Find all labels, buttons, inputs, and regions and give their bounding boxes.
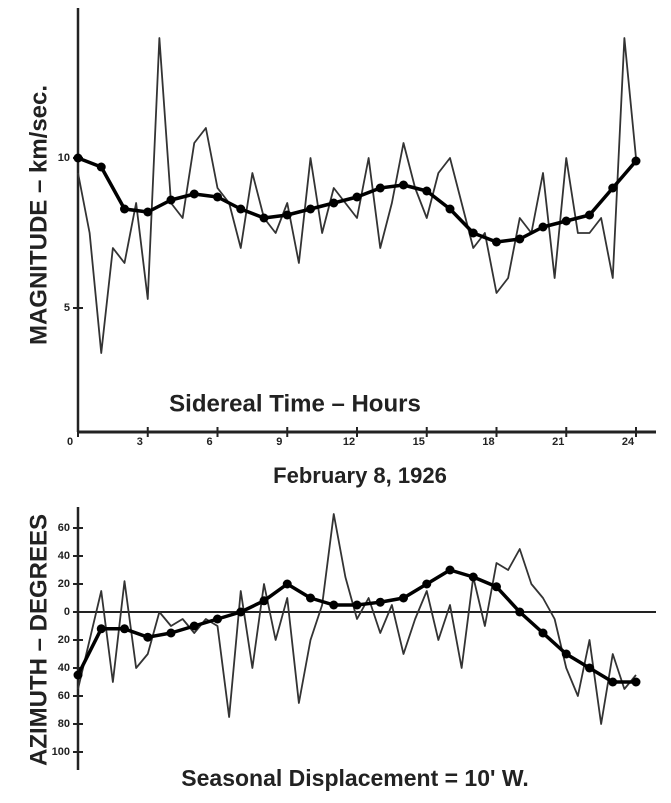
y-tick-label: 40: [58, 550, 70, 562]
y-tick-label: 80: [58, 718, 70, 730]
x-tick-label: 18: [482, 436, 494, 448]
point: [492, 237, 501, 247]
point: [561, 649, 571, 659]
point: [96, 624, 106, 634]
point: [329, 198, 339, 208]
point: [445, 204, 455, 214]
point: [375, 183, 385, 193]
point: [631, 156, 641, 166]
x-axis-label: Sidereal Time – Hours: [169, 390, 421, 417]
point: [445, 565, 455, 575]
point: [468, 228, 478, 238]
point: [213, 192, 222, 202]
point: [282, 210, 292, 220]
y-tick-label: 60: [58, 522, 70, 534]
point: [120, 204, 129, 214]
point: [96, 162, 106, 172]
point: [189, 621, 199, 631]
point: [306, 204, 315, 214]
point: [213, 614, 222, 624]
line: [76, 568, 636, 684]
point: [352, 192, 362, 202]
point: [143, 207, 153, 217]
subtitle: February 8, 1926: [273, 463, 447, 488]
point: [259, 213, 269, 223]
point: [166, 195, 176, 205]
point: [422, 579, 432, 589]
x-tick-label: 21: [552, 436, 564, 448]
point: [561, 216, 571, 226]
point: [538, 222, 548, 232]
point: [422, 186, 432, 196]
x-tick-label: 0: [67, 436, 73, 448]
point: [282, 579, 292, 589]
y-tick-label: 100: [52, 746, 70, 758]
x-tick-label: 3: [137, 436, 143, 448]
point: [73, 670, 83, 680]
y-tick-label: 60: [58, 690, 70, 702]
y-tick-label: 0: [64, 606, 70, 618]
point: [585, 663, 594, 673]
y-tick-label: 5: [64, 302, 70, 314]
y-tick-label: 40: [58, 662, 70, 674]
y-tick-label: 20: [58, 578, 70, 590]
point: [399, 593, 408, 603]
point: [236, 607, 246, 617]
point: [468, 572, 478, 582]
x-tick-label: 9: [276, 436, 282, 448]
point: [166, 628, 176, 638]
point: [515, 607, 525, 617]
point: [236, 204, 246, 214]
point: [259, 596, 269, 606]
y-axis-label: MAGNITUDE – km/sec.: [25, 85, 52, 345]
point: [631, 677, 641, 687]
point: [375, 597, 385, 607]
point: [585, 210, 594, 220]
y-axis-label: AZIMUTH – DEGREES: [25, 514, 52, 766]
y-tick-label: 10: [58, 152, 70, 164]
annotation: Seasonal Displacement = 10' W.: [181, 765, 528, 791]
x-tick-label: 24: [622, 436, 635, 448]
point: [608, 183, 618, 193]
point: [73, 153, 83, 163]
x-tick-label: 6: [206, 436, 212, 448]
point: [306, 593, 315, 603]
point: [143, 632, 153, 642]
point: [399, 180, 408, 190]
point: [189, 189, 199, 199]
point: [329, 600, 339, 610]
point: [492, 582, 501, 592]
y-tick-label: 20: [58, 634, 70, 646]
point: [515, 234, 525, 244]
x-tick-label: 12: [343, 436, 355, 448]
point: [120, 624, 129, 634]
point: [538, 628, 548, 638]
point: [608, 677, 618, 687]
x-tick-label: 15: [413, 436, 425, 448]
point: [352, 600, 362, 610]
line: [77, 513, 637, 725]
